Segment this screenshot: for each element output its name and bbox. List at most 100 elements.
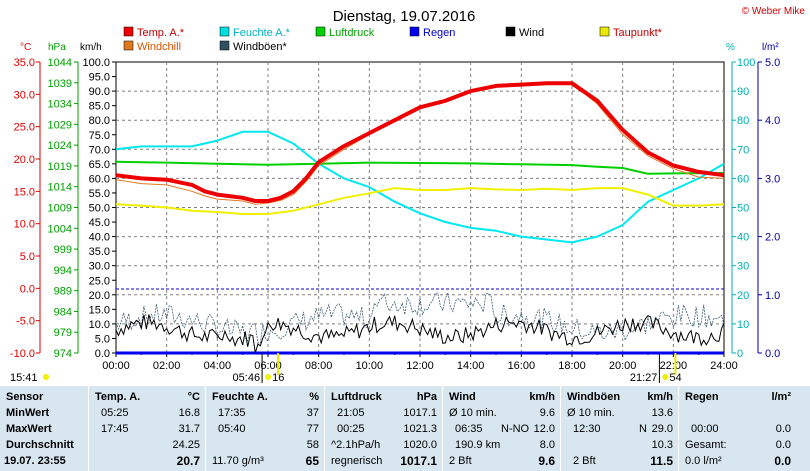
press-now-value: 1017.1 [400,454,437,468]
rain-total-label: Gesamt: [685,439,727,451]
legend-label: Temp. A.* [137,27,185,39]
hdr-gust-unit: km/h [647,391,673,403]
wind-tick-label: 20.0 [89,290,110,302]
wind-tick-label: 90.0 [89,86,110,98]
temp-tick-label: 0.0 [20,283,35,295]
statistics-table: Sensor MinWert MaxWert Durchschnitt 19.0… [0,386,810,471]
sun-markers: 05:46 16 21:27 54 15:41 [10,353,682,384]
sunrise-time: 05:46 [233,372,261,384]
pressure-tick-label: 974 [54,348,72,360]
pressure-tick-label: 1029 [48,119,72,131]
press-forecast: regnerisch [331,455,383,467]
wind-tick-label: 30.0 [89,261,110,273]
rain-axis-label: l/m² [762,42,779,53]
wind-max-direction: N-NO [501,423,530,435]
temp-max-time: 17:45 [101,423,129,435]
hum-min-time: 17:35 [218,407,246,419]
series-line-luftdruck [115,160,725,175]
humidity-tick-label: 20 [737,290,749,302]
hdr-rain: Regen [685,391,719,403]
hdr-pressure-unit: hPa [416,391,437,403]
temp-avg-value: 24.25 [172,439,200,451]
row-avg-label: Durchschnitt [6,439,74,451]
hdr-wind-unit: km/h [529,391,555,403]
stats-col-humidity: Feuchte A.% 17:35 37 05:40 77 58 11.70 g/m… [205,386,325,471]
pressure-tick-label: 989 [54,286,72,298]
series-line-temp-a [115,81,725,203]
hdr-pressure: Luftdruck [331,391,382,403]
temp-tick-label: 25.0 [14,122,35,134]
sunset-time: 21:27 [630,372,658,384]
x-tick-label: 22:00 [660,360,688,372]
humidity-tick-label: 30 [737,261,749,273]
pressure-tick-label: 1009 [48,203,72,215]
wind-max-time: 06:35 [455,423,483,435]
hdr-humidity-unit: % [309,391,319,403]
pressure-tick-label: 979 [54,327,72,339]
wind-min-value: 9.6 [539,407,555,419]
wind-beaufort: 2 Bft [449,455,472,467]
wind-now-value: 9.6 [538,454,555,468]
series-layer [115,81,725,355]
pressure-tick-label: 994 [54,265,72,277]
humidity-axis-label: % [726,42,735,53]
legend-swatch [123,26,134,37]
hdr-temp-unit: °C [187,391,200,403]
x-tick-label: 20:00 [609,360,637,372]
row-now-label: 19.07. 23:55 [4,455,66,467]
left-sun-icon [43,374,49,380]
legend-label: Windböen* [233,41,288,53]
stats-col-pressure: Luftdruck hPa 21:05 1017.1 00:25 1021.3 ^2.… [324,386,443,471]
weather-chart: Dienstag, 19.07.2016 © Weber Mike Temp. … [10,6,806,384]
rain-now-value: 0.0 [774,454,791,468]
rain-tick-label: 5.0 [765,57,780,69]
x-tick-label: 12:00 [406,360,434,372]
row-max-label: MaxWert [6,423,52,435]
wind-tick-label: 65.0 [89,159,110,171]
humidity-tick-label: 100 [737,57,755,69]
hdr-wind: Wind [449,391,476,403]
series-line-windboeen [115,291,725,344]
x-tick-label: 24:00 [710,360,738,372]
x-axis: 00:00 02:00 04:00 06:00 08:00 10:00 12:00 14:00… [102,353,738,372]
wind-tick-label: 60.0 [89,173,110,185]
press-min-value: 1017.1 [403,407,437,419]
pressure-tick-label: 1019 [48,161,72,173]
temp-tick-label: -5.0 [16,316,35,328]
press-trend: ^2.1hPa/h [331,439,381,451]
hdr-temp: Temp. A. [95,391,141,403]
humidity-tick-label: 70 [737,144,749,156]
x-tick-label: 02:00 [153,360,181,372]
humidity-tick-label: 60 [737,173,749,185]
y-axes: 35.0 30.0 25.0 20.0 15.0 10.0 5.0 0.0 -5.0 -10.0 1… [10,57,780,360]
row-min-label: MinWert [6,407,50,419]
x-tick-label: 08:00 [305,360,333,372]
humidity-tick-label: 10 [737,319,749,331]
gust-min-label: Ø 10 min. [567,407,615,419]
legend: Temp. A.* Feuchte A.* Luftdruck Regen Wind Ta… [123,26,663,53]
temp-tick-label: 20.0 [14,154,35,166]
gust-max-value: 29.0 [651,423,673,435]
press-max-time: 00:25 [337,423,365,435]
temp-tick-label: 5.0 [20,251,35,263]
legend-label: Taupunkt* [613,27,663,39]
humidity-tick-label: 80 [737,115,749,127]
wind-tick-label: 80.0 [89,115,110,127]
wind-min-label: Ø 10 min. [449,407,497,419]
temp-tick-label: 15.0 [14,186,35,198]
wind-tick-label: 5.0 [95,333,110,345]
legend-swatch [315,26,326,37]
humidity-tick-label: 0 [737,348,743,360]
wind-tick-label: 55.0 [89,188,110,200]
gust-beaufort: 2 Bft [573,455,596,467]
temp-tick-label: 30.0 [14,89,35,101]
rain-tick-label: 2.0 [765,232,780,244]
temp-axis-label: °C [20,42,31,53]
wind-tick-label: 45.0 [89,217,110,229]
rain-max-value: 0.0 [775,423,791,435]
hum-now-value: 65 [305,454,319,468]
x-tick-label: 16:00 [508,360,536,372]
x-tick-label: 18:00 [558,360,586,372]
legend-swatch [123,40,134,51]
stats-col-temp: Temp. A. °C 05:25 16.8 17:45 31.7 24.25 20.… [88,386,206,471]
